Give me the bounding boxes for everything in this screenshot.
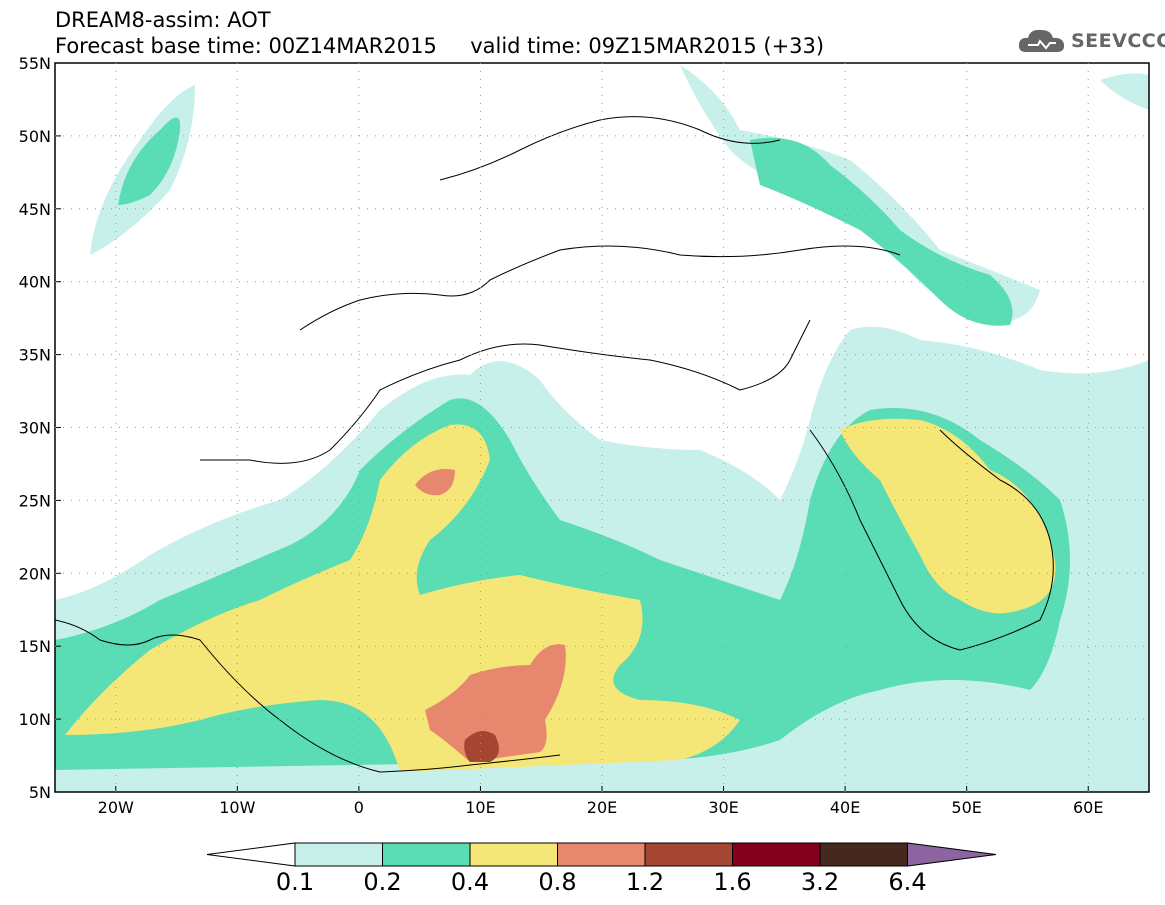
seevccc-logo: SEEVCCC (1016, 24, 1165, 58)
colorbar-label: 6.4 (888, 868, 927, 896)
map-title: DREAM8-assim: AOT (55, 8, 271, 32)
colorbar-label: 0.1 (275, 868, 315, 896)
lon-tick-label: 50E (951, 798, 981, 817)
colorbar-segment (382, 842, 471, 867)
colorbar-arrow-low (206, 842, 296, 867)
colorbar-segment (819, 842, 908, 867)
colorbar-label: 0.2 (363, 868, 402, 896)
lon-tick-label: 10W (219, 798, 255, 817)
colorbar-segment (294, 842, 383, 867)
longitude-ticks: 20W 10W 0 10E 20E 30E 40E 50E 60E (98, 63, 1103, 817)
lat-tick-label: 30N (19, 419, 51, 438)
latitude-ticks: 5N 10N 15N 20N 25N 30N 35N 40N 45N 50N 55N (19, 54, 1149, 802)
colorbar-label: 0.4 (450, 868, 490, 896)
lat-tick-label: 10N (19, 710, 51, 729)
colorbar-segment (732, 842, 821, 867)
lat-tick-label: 15N (19, 637, 51, 656)
colorbar-segment (644, 842, 733, 867)
colorbar-label: 3.2 (800, 868, 840, 896)
lat-tick-label: 50N (19, 127, 51, 146)
colorbar-label: 1.2 (625, 868, 665, 896)
colorbar-arrow-high (907, 842, 997, 867)
logo-text: SEEVCCC (1071, 30, 1165, 52)
colorbar-label: 0.8 (538, 868, 577, 896)
coastlines (55, 116, 1054, 773)
lat-tick-label: 5N (29, 783, 51, 802)
colorbar-segment (469, 842, 558, 867)
lat-tick-label: 35N (19, 346, 51, 365)
lat-tick-label: 40N (19, 273, 51, 292)
aot-level-0.8 (415, 469, 566, 762)
lat-tick-label: 25N (19, 491, 51, 510)
lat-tick-label: 45N (19, 200, 51, 219)
lon-tick-label: 30E (708, 798, 738, 817)
colorbar-segment (557, 842, 646, 867)
lon-tick-label: 0 (354, 798, 364, 817)
cloud-icon (1018, 29, 1065, 52)
lon-tick-label: 10E (465, 798, 495, 817)
colorbar-label: 1.6 (713, 868, 752, 896)
lon-tick-label: 40E (830, 798, 860, 817)
lat-tick-label: 20N (19, 564, 51, 583)
lon-tick-label: 60E (1073, 798, 1103, 817)
aot-level-0.4 (65, 418, 1056, 772)
aot-level-1.2 (464, 731, 499, 762)
lat-tick-label: 55N (19, 54, 51, 73)
aot-field (55, 65, 1149, 792)
lon-tick-label: 20W (98, 798, 134, 817)
forecast-time-line: Forecast base time: 00Z14MAR2015 valid t… (55, 34, 825, 58)
colorbar (206, 842, 997, 867)
lon-tick-label: 20E (587, 798, 617, 817)
